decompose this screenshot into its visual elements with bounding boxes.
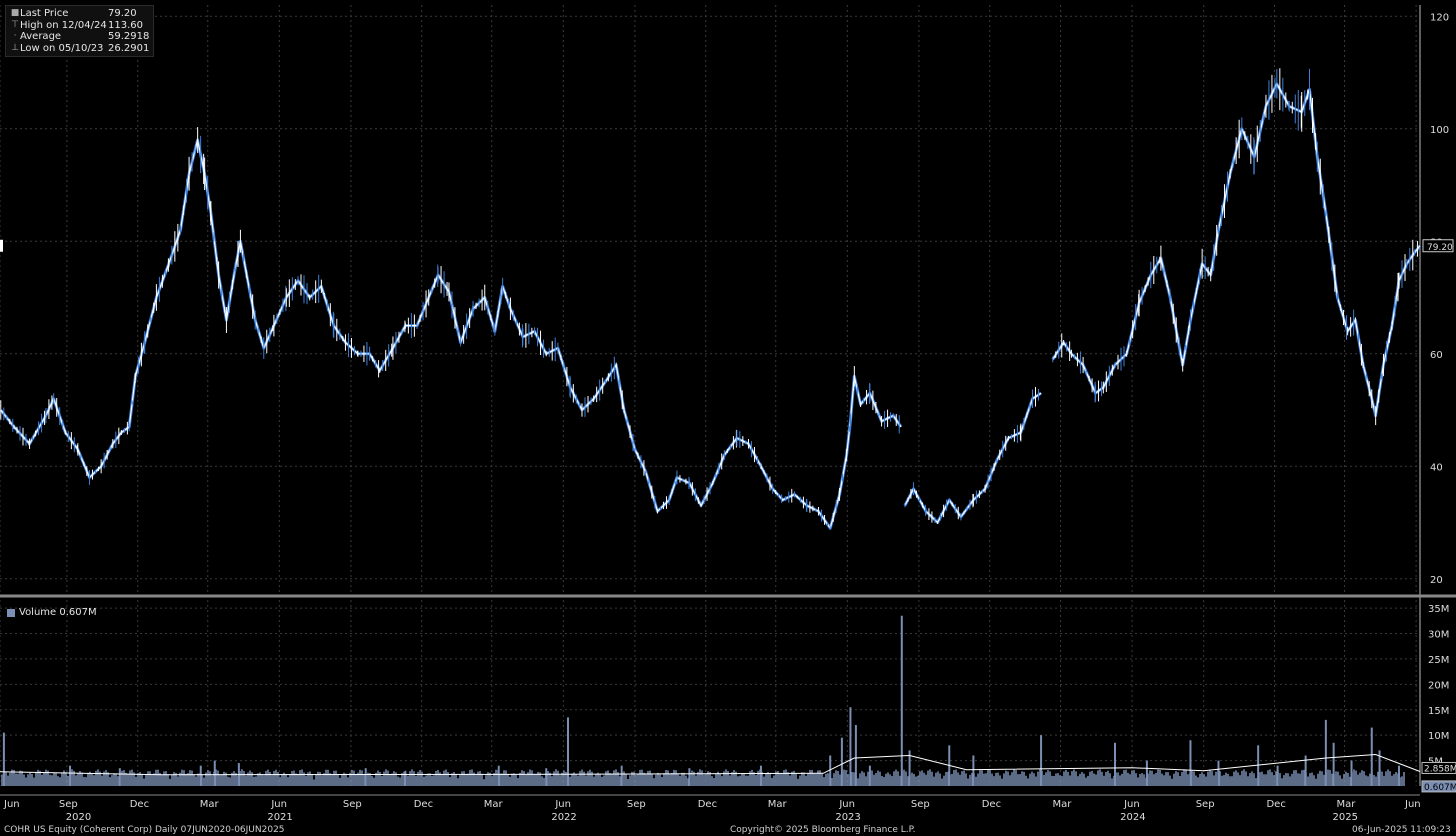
x-tick-month: Jun xyxy=(838,799,855,810)
x-tick-month: Jun xyxy=(1123,799,1140,810)
x-tick-month: Sep xyxy=(1196,799,1215,810)
x-tick-month: Dec xyxy=(130,799,149,810)
average-label: Average xyxy=(20,31,62,42)
x-tick-month: Sep xyxy=(343,799,362,810)
high-marker-icon: ⊤ xyxy=(11,19,19,30)
last-price-label: Last Price xyxy=(20,8,69,19)
x-tick-month: Mar xyxy=(1053,799,1073,810)
volume-value: 0.607M xyxy=(59,607,97,618)
x-tick-month: Mar xyxy=(1337,799,1357,810)
price-tick-label: 20 xyxy=(1430,575,1443,586)
low-label: Low on 05/10/23 xyxy=(20,42,104,54)
volume-last-tag-label: 0.607M xyxy=(1424,783,1456,793)
price-legend: ■ Last Price 79.20 ⊤ High on 12/04/24 113.60… xyxy=(5,5,155,57)
volume-last-tag xyxy=(1421,761,1456,774)
volume-tick-label: 15M xyxy=(1428,706,1449,717)
x-tick-month: Sep xyxy=(627,799,646,810)
average-value: 59.2918 xyxy=(108,31,150,42)
square-icon: ■ xyxy=(10,8,20,18)
volume-legend: Volume 0.607M xyxy=(7,607,97,618)
x-tick-year: 2022 xyxy=(551,812,576,823)
x-tick-month: Jun xyxy=(1404,799,1421,810)
x-tick-month: Jun xyxy=(554,799,571,810)
volume-average-line xyxy=(0,753,1421,776)
volume-tick-label: 25M xyxy=(1428,655,1449,666)
price-line-shadow xyxy=(0,82,1422,530)
x-tick-month: Mar xyxy=(768,799,788,810)
volume-last-tag-label: 2.858M xyxy=(1424,764,1456,774)
volume-label: Volume xyxy=(19,607,57,618)
price-tick-label: 60 xyxy=(1430,350,1443,361)
footer-security: COHR US Equity (Coherent Corp) Daily 07J… xyxy=(4,825,285,835)
price-tick-label: 100 xyxy=(1430,125,1449,136)
footer-copyright: Copyright© 2025 Bloomberg Finance L.P. xyxy=(730,825,916,835)
volume-tick-label: 30M xyxy=(1428,630,1449,641)
volume-last-tag xyxy=(1421,780,1456,793)
x-tick-month: Sep xyxy=(911,799,930,810)
x-tick-month: Mar xyxy=(484,799,504,810)
x-tick-month: Dec xyxy=(414,799,433,810)
price-line xyxy=(0,83,1421,529)
last-price-tag-label: 79.20 xyxy=(1427,243,1453,253)
volume-tick-label: 10M xyxy=(1428,731,1449,742)
x-tick-year: 2024 xyxy=(1120,812,1145,823)
low-marker-icon: ⊥ xyxy=(11,42,19,53)
x-tick-month: Dec xyxy=(698,799,717,810)
high-value: 113.60 xyxy=(108,19,143,31)
x-tick-month: Dec xyxy=(982,799,1001,810)
volume-swatch-icon xyxy=(7,608,15,617)
x-tick-year: 2023 xyxy=(835,812,860,823)
footer-timestamp: 06-Jun-2025 11:09:23 xyxy=(1352,825,1451,835)
x-tick-year: 2025 xyxy=(1333,812,1358,823)
average-marker-icon: · xyxy=(13,31,17,41)
x-tick-month: Mar xyxy=(200,799,220,810)
x-tick-year: 2020 xyxy=(66,812,91,823)
left-price-marker xyxy=(0,239,3,252)
x-tick-month: Jun xyxy=(3,799,20,810)
price-tick-label: 120 xyxy=(1430,12,1449,23)
high-label: High on 12/04/24 xyxy=(20,19,107,31)
x-tick-year: 2021 xyxy=(267,812,292,823)
price-tick-label: 40 xyxy=(1430,462,1443,473)
volume-tick-label: 35M xyxy=(1428,604,1449,615)
x-tick-month: Jun xyxy=(270,799,287,810)
last-price-value: 79.20 xyxy=(108,8,137,19)
x-tick-month: Sep xyxy=(59,799,78,810)
last-price-tag xyxy=(1422,239,1454,253)
x-tick-month: Dec xyxy=(1266,799,1285,810)
volume-tick-label: 20M xyxy=(1428,680,1449,691)
low-value: 26.2901 xyxy=(108,42,150,54)
